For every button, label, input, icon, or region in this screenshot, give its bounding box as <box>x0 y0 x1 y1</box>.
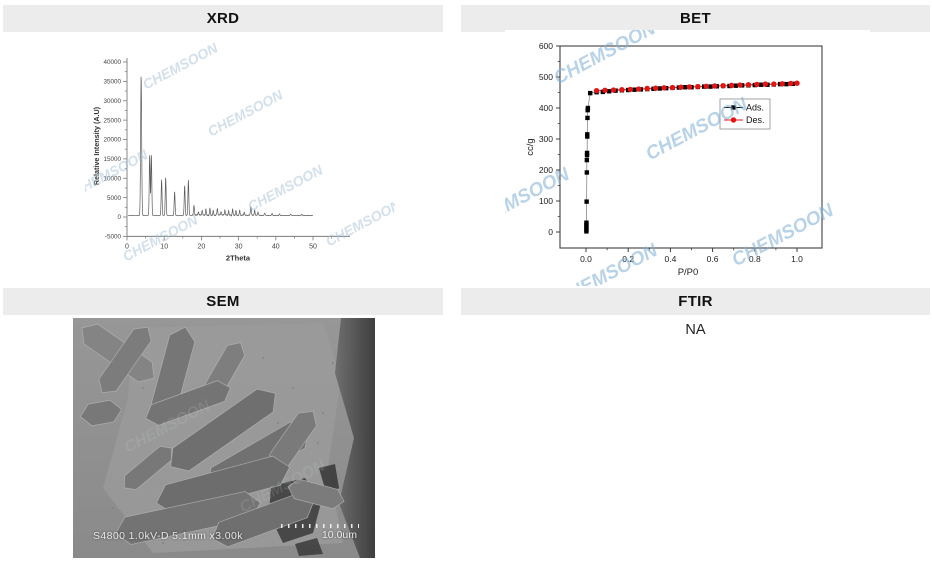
svg-text:300: 300 <box>539 134 553 144</box>
xrd-chart: -5000 0 5000 10000 15000 20000 25000 30000 35000… <box>85 38 395 273</box>
svg-text:0.6: 0.6 <box>707 254 719 264</box>
svg-text:P/P0: P/P0 <box>678 267 699 278</box>
svg-text:1.0: 1.0 <box>791 254 803 264</box>
svg-text:5000: 5000 <box>107 195 122 202</box>
svg-text:10000: 10000 <box>103 175 121 182</box>
sem-title: SEM <box>206 293 240 310</box>
svg-text:2Theta: 2Theta <box>226 253 251 262</box>
ftir-title: FTIR <box>678 293 713 310</box>
sem-image: CHEMSOON CHEMSOON S4800 1.0kV-D 5.1mm x3.… <box>73 318 375 558</box>
svg-text:20: 20 <box>198 243 206 250</box>
svg-text:cc/g: cc/g <box>525 138 536 155</box>
svg-text:200: 200 <box>539 165 553 175</box>
xrd-title: XRD <box>206 10 240 27</box>
xrd-chart-svg: -500005000100001500020000250003000035000… <box>92 58 350 262</box>
svg-text:30000: 30000 <box>103 98 121 105</box>
bet-chart: 0 100 200 300 400 500 600 0.0 0.2 0.4 0.6 0.8 1.0 P/P… <box>505 30 870 286</box>
svg-text:30: 30 <box>235 243 243 250</box>
svg-text:0: 0 <box>548 227 553 237</box>
svg-text:10: 10 <box>160 243 168 250</box>
svg-text:35000: 35000 <box>103 79 121 86</box>
sem-instrument-caption: S4800 1.0kV-D 5.1mm x3.00k <box>93 530 243 542</box>
xrd-panel-header: XRD <box>3 5 443 32</box>
svg-text:0: 0 <box>125 243 129 250</box>
svg-text:400: 400 <box>539 103 553 113</box>
svg-text:100: 100 <box>539 196 553 206</box>
svg-text:20000: 20000 <box>103 137 121 144</box>
svg-text:600: 600 <box>539 41 553 51</box>
svg-text:Ads.: Ads. <box>746 103 764 113</box>
svg-text:0.0: 0.0 <box>580 254 592 264</box>
bet-panel-header: BET <box>461 5 930 32</box>
ftir-value: NA <box>685 322 706 338</box>
bet-chart-svg: 0 100 200 300 400 500 600 0.0 0.2 0.4 0.6 0.8 1.0 P/P… <box>525 41 823 278</box>
svg-text:25000: 25000 <box>103 117 121 124</box>
sem-panel-header: SEM <box>3 288 443 315</box>
svg-text:0.8: 0.8 <box>749 254 761 264</box>
sem-scale-label: 10.0um <box>321 529 357 541</box>
svg-text:40000: 40000 <box>103 59 121 66</box>
svg-text:0: 0 <box>117 214 121 221</box>
bet-title: BET <box>680 10 711 27</box>
svg-text:Relative Intensity (A.U): Relative Intensity (A.U) <box>92 106 101 185</box>
sem-scale-bar <box>281 524 359 528</box>
svg-text:15000: 15000 <box>103 156 121 163</box>
ftir-panel-header: FTIR <box>461 288 930 315</box>
svg-text:-5000: -5000 <box>105 234 122 241</box>
svg-text:Des.: Des. <box>746 115 765 125</box>
svg-text:0.4: 0.4 <box>664 254 676 264</box>
svg-text:40: 40 <box>272 243 280 250</box>
svg-text:50: 50 <box>309 243 317 250</box>
svg-text:500: 500 <box>539 72 553 82</box>
svg-text:0.2: 0.2 <box>622 254 634 264</box>
